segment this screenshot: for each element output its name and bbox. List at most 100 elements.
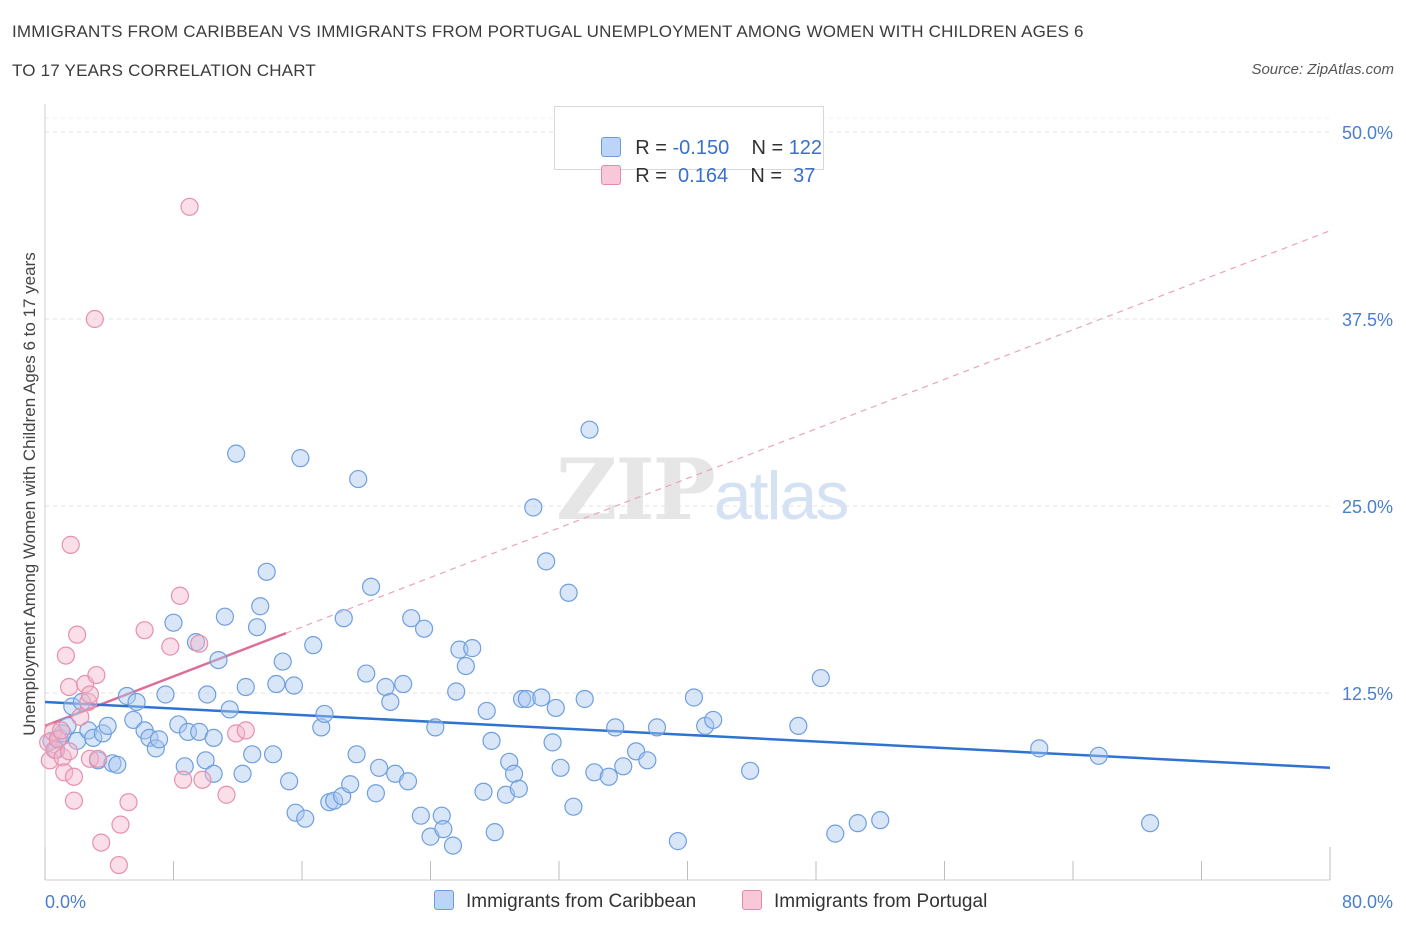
caribbean-point	[394, 674, 413, 694]
caribbean-point	[227, 444, 246, 463]
caribbean-point	[546, 698, 565, 718]
caribbean-point	[334, 609, 353, 628]
caribbean-point	[585, 763, 604, 782]
chart-title-line-2: TO 17 YEARS CORRELATION CHART	[12, 61, 317, 80]
caribbean-point	[512, 689, 532, 709]
caribbean-point	[286, 803, 305, 822]
caribbean-point	[220, 700, 239, 719]
legend-r-value: 0.164	[672, 165, 729, 187]
legend-r-value: -0.150	[672, 137, 730, 159]
caribbean-point	[98, 716, 117, 736]
legend-n-value: 37	[787, 165, 816, 187]
x-tick-label-min: 0.0%	[45, 892, 86, 912]
portugal-point	[170, 586, 190, 605]
caribbean-point	[443, 836, 463, 855]
bottom-legend-label: Immigrants from Portugal	[774, 891, 988, 912]
portugal-point	[56, 646, 75, 665]
bottom-legend-caribbean: Immigrants from Caribbean	[434, 890, 696, 914]
caribbean-point	[485, 823, 504, 842]
caribbean-point	[434, 820, 453, 839]
caribbean-point	[826, 824, 845, 843]
caribbean-point	[312, 718, 331, 737]
caribbean-point	[398, 772, 418, 791]
caribbean-point	[204, 764, 223, 783]
caribbean-point	[482, 731, 501, 750]
caribbean-point	[537, 552, 556, 571]
caribbean-point	[606, 718, 625, 737]
portugal-point	[64, 767, 84, 786]
caribbean-point	[349, 469, 368, 489]
caribbean-point	[811, 668, 830, 688]
caribbean-point	[559, 583, 578, 602]
caribbean-point	[209, 650, 228, 670]
portugal-point	[79, 692, 98, 712]
y-tick-label: 37.5%	[1342, 310, 1393, 330]
caribbean-point	[1030, 739, 1049, 758]
portugal-point	[85, 309, 104, 329]
caribbean-point	[543, 733, 562, 752]
caribbean-point	[236, 677, 255, 697]
caribbean-point	[524, 498, 543, 517]
caribbean-point	[175, 757, 194, 776]
caribbean-point	[361, 577, 381, 596]
chart-title-line-1: IMMIGRANTS FROM CARIBBEAN VS IMMIGRANTS …	[12, 22, 1084, 41]
caribbean-point	[204, 728, 223, 747]
caribbean-point	[156, 685, 175, 704]
caribbean-point	[341, 775, 360, 794]
caribbean-point	[684, 688, 704, 707]
portugal-trend-extension	[285, 230, 1331, 634]
legend-n-value: 122	[788, 137, 823, 159]
caribbean-point	[647, 718, 667, 737]
portugal-point	[119, 793, 138, 812]
bottom-legend-swatch-caribbean	[434, 890, 454, 910]
y-axis-title: Unemployment Among Women with Children A…	[20, 252, 39, 736]
caribbean-point	[108, 755, 127, 774]
portugal-point	[236, 721, 255, 740]
data-points	[39, 197, 1160, 875]
caribbean-point	[411, 806, 430, 825]
portugal-point	[68, 625, 87, 644]
y-tick-label: 50.0%	[1342, 123, 1393, 143]
caribbean-point	[164, 613, 183, 632]
axes	[44, 104, 1331, 881]
portugal-point	[61, 535, 80, 554]
caribbean-point	[169, 715, 188, 734]
caribbean-point	[509, 779, 528, 798]
portugal-point	[59, 677, 79, 697]
caribbean-point	[668, 832, 687, 851]
portugal-point	[111, 815, 130, 834]
correlation-legend: R = -0.150 N = 122 R = 0.164 N = 37	[554, 106, 824, 187]
bottom-legend-portugal: Immigrants from Portugal	[742, 890, 987, 914]
tick-labels: 12.5% 25.0% 37.5% 50.0% 0.0% 80.0%	[45, 123, 1393, 912]
caribbean-point	[1089, 746, 1108, 765]
caribbean-point	[477, 701, 496, 721]
caribbean-point	[127, 692, 146, 712]
caribbean-point	[402, 609, 421, 628]
caribbean-point	[432, 806, 451, 825]
caribbean-point	[347, 745, 366, 764]
caribbean-point	[789, 716, 808, 736]
caribbean-point	[357, 664, 376, 683]
caribbean-point	[575, 689, 594, 709]
legend-row-caribbean: R = -0.150 N = 122	[579, 114, 822, 159]
caribbean-point	[741, 761, 760, 780]
portugal-point	[180, 197, 199, 216]
caribbean-point	[517, 689, 536, 709]
caribbean-point	[871, 811, 890, 830]
y-tick-label: 12.5%	[1342, 684, 1393, 704]
caribbean-point	[280, 772, 299, 791]
portugal-point	[51, 721, 71, 740]
caribbean-point	[196, 751, 215, 770]
caribbean-point	[1140, 814, 1160, 833]
caribbean-point	[257, 562, 276, 581]
bottom-legend-label: Immigrants from Caribbean	[466, 891, 697, 912]
caribbean-point	[426, 718, 445, 737]
legend-n-label: N =	[750, 165, 788, 187]
caribbean-point	[84, 728, 103, 747]
caribbean-point	[463, 639, 482, 658]
x-tick-label-max: 80.0%	[1342, 892, 1393, 912]
legend-r-label: R =	[635, 165, 673, 187]
caribbean-point	[599, 767, 618, 786]
caribbean-trend-line	[44, 700, 1331, 770]
portugal-point	[64, 791, 84, 810]
